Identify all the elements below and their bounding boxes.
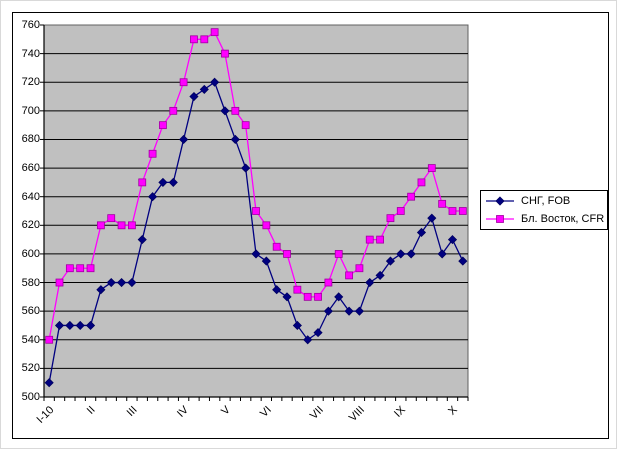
legend: СНГ, FOB Бл. Восток, CFR xyxy=(480,190,608,230)
y-axis-label: 700 xyxy=(21,104,40,117)
legend-diamond-marker-icon xyxy=(486,196,514,206)
y-axis-label: 580 xyxy=(21,276,40,289)
series-markers-1 xyxy=(45,28,467,344)
x-ticks xyxy=(43,397,469,401)
y-axis-label: 600 xyxy=(21,247,40,260)
series-markers-0 xyxy=(44,77,468,388)
y-axis-label: 500 xyxy=(21,391,40,403)
legend-item-sng-fob: СНГ, FOB xyxy=(485,193,603,209)
y-axis-label: 520 xyxy=(21,362,40,375)
y-axis-label: 720 xyxy=(21,76,40,89)
legend-item-bl-vostok-cfr: Бл. Восток, CFR xyxy=(485,211,605,227)
y-axis-label: 620 xyxy=(21,219,40,232)
y-axis-label: 640 xyxy=(21,190,40,203)
y-ticks xyxy=(40,24,44,398)
chart-frame: 500 520 540 560 580 600 620 640 660 680 700 720 740 7… xyxy=(12,12,609,439)
axes xyxy=(43,25,468,398)
y-axis-label: 740 xyxy=(21,47,40,60)
legend-square-marker-icon xyxy=(486,215,514,223)
plot-area xyxy=(40,24,469,401)
y-axis-label: 660 xyxy=(21,162,40,175)
gridlines xyxy=(44,53,468,369)
legend-label-bl-vostok-cfr: Бл. Восток, CFR xyxy=(521,213,605,225)
y-axis-label: 680 xyxy=(21,133,40,146)
legend-label-sng-fob: СНГ, FOB xyxy=(521,195,571,207)
y-axis-label: 760 xyxy=(21,19,40,31)
y-axis-label: 540 xyxy=(21,333,40,346)
y-axis-label: 560 xyxy=(21,305,40,318)
